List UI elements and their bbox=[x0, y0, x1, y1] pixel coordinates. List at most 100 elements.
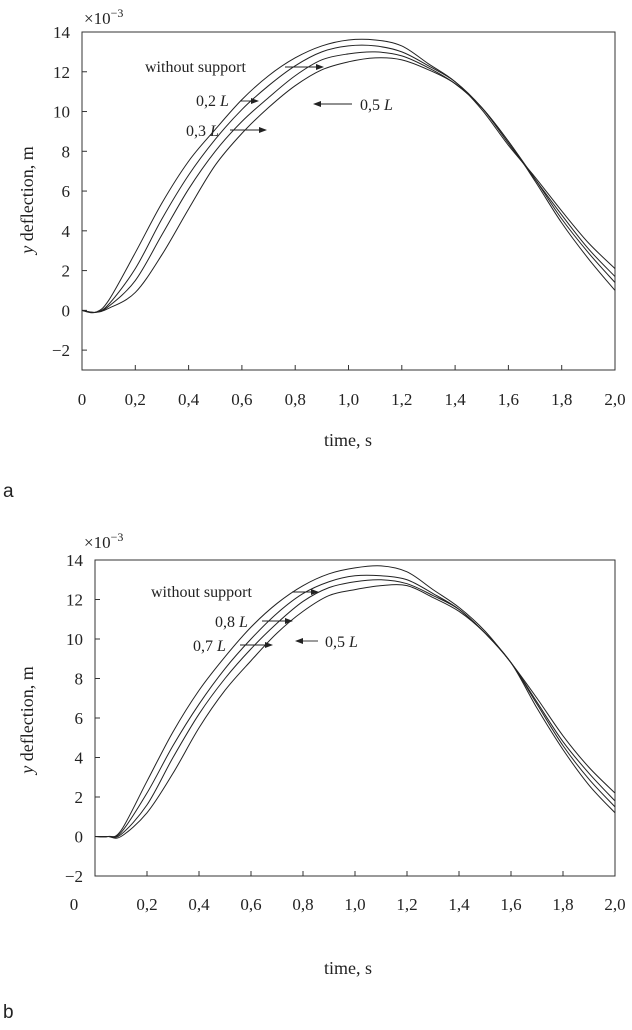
y-axis-label-b: y deflection, m bbox=[17, 666, 37, 775]
annotation-02L-a: 0,2 L bbox=[196, 93, 259, 110]
x-tick-label: 0,6 bbox=[231, 390, 252, 409]
x-ticks-b: 0 0,2 0,4 0,6 0,8 1,0 1,2 1,4 1,6 1,8 2,0 bbox=[70, 871, 626, 914]
x-tick-label: 1,4 bbox=[448, 895, 470, 914]
y-tick-label: 2 bbox=[62, 262, 71, 281]
panel-label-a: a bbox=[3, 481, 14, 502]
annotation-08L-b-num: 0,8 bbox=[215, 614, 239, 631]
y-tick-label: 12 bbox=[53, 63, 70, 82]
series-line-2 bbox=[94, 574, 616, 838]
curves-b bbox=[94, 565, 616, 839]
series-line-1 bbox=[81, 38, 616, 314]
x-tick-label: 0,4 bbox=[178, 390, 200, 409]
y-tick-label: −2 bbox=[52, 341, 70, 360]
y-multiplier-base-a: ×10 bbox=[84, 9, 111, 28]
arrowhead-08L-b bbox=[285, 618, 293, 624]
series-line-3 bbox=[81, 51, 616, 313]
y-tick-label: 6 bbox=[75, 709, 84, 728]
x-axis-label-a: time, s bbox=[324, 430, 372, 450]
annotation-07L-b-L: L bbox=[216, 638, 226, 655]
annotation-05L-b-num: 0,5 bbox=[325, 634, 349, 651]
x-tick-label: 0,4 bbox=[188, 895, 210, 914]
annotation-08L-b-L: L bbox=[238, 614, 248, 631]
annotation-02L-a-L: L bbox=[219, 93, 229, 110]
y-tick-label: 4 bbox=[62, 222, 71, 241]
annotation-02L-a-num: 0,2 bbox=[196, 93, 220, 110]
chart-panel-a: 0 0,2 0,4 0,6 0,8 1,0 1,2 1,4 1,6 1,8 2,0 −2 0 2 4 6 8 1… bbox=[3, 6, 626, 502]
y-tick-label: 14 bbox=[53, 23, 71, 42]
x-tick-label: 0,6 bbox=[240, 895, 261, 914]
annotation-05L-a-num: 0,5 bbox=[360, 97, 384, 114]
annotation-05L-a-L: L bbox=[383, 97, 393, 114]
annotation-text-05L-a: 0,5 L bbox=[360, 97, 393, 114]
arrowhead-05L-b bbox=[295, 638, 303, 644]
series-line-4 bbox=[81, 57, 616, 313]
arrowhead-without-support-b bbox=[311, 589, 319, 595]
arrowhead-02L-a bbox=[251, 98, 259, 104]
y-tick-label: 10 bbox=[66, 630, 83, 649]
y-multiplier-exp-b: −3 bbox=[111, 530, 124, 544]
y-tick-label: 0 bbox=[62, 301, 71, 320]
x-tick-label: 0,2 bbox=[125, 390, 146, 409]
y-multiplier-base-b: ×10 bbox=[84, 533, 111, 552]
annotation-07L-b: 0,7 L bbox=[193, 638, 273, 655]
x-tick-label: 1,0 bbox=[338, 390, 359, 409]
x-tick-label: 1,8 bbox=[552, 895, 573, 914]
annotation-03L-a-L: L bbox=[209, 123, 219, 140]
annotation-text-07L-b: 0,7 L bbox=[193, 638, 226, 655]
panel-label-b: b bbox=[3, 1002, 14, 1023]
y-tick-label: −2 bbox=[65, 867, 83, 886]
y-ticks-b: −2 0 2 4 6 8 10 12 14 bbox=[65, 551, 100, 886]
y-multiplier-exp-a: −3 bbox=[111, 6, 124, 20]
y-tick-label: 14 bbox=[66, 551, 84, 570]
y-tick-label: 0 bbox=[75, 828, 84, 847]
x-tick-label: 0 bbox=[78, 390, 87, 409]
x-tick-label: 1,4 bbox=[444, 390, 466, 409]
x-tick-label: 1,2 bbox=[396, 895, 417, 914]
annotation-text-without-support-a: without support bbox=[145, 59, 246, 76]
x-tick-label: 2,0 bbox=[604, 390, 625, 409]
y-ticks-a: −2 0 2 4 6 8 10 12 14 bbox=[52, 23, 87, 360]
y-tick-label: 10 bbox=[53, 103, 70, 122]
x-tick-label: 2,0 bbox=[604, 895, 625, 914]
x-tick-label: 0,8 bbox=[292, 895, 313, 914]
x-tick-label: 1,2 bbox=[391, 390, 412, 409]
x-ticks-a: 0 0,2 0,4 0,6 0,8 1,0 1,2 1,4 1,6 1,8 2,0 bbox=[78, 365, 626, 409]
annotation-07L-b-num: 0,7 bbox=[193, 638, 217, 655]
annotation-03L-a-num: 0,3 bbox=[186, 123, 210, 140]
curves-a bbox=[81, 38, 616, 314]
annotation-without-support-b: without support bbox=[151, 584, 319, 601]
y-tick-label: 6 bbox=[62, 182, 71, 201]
x-tick-label: 1,8 bbox=[551, 390, 572, 409]
annotation-text-05L-b: 0,5 L bbox=[325, 634, 358, 651]
annotation-08L-b: 0,8 L bbox=[215, 614, 293, 631]
x-tick-label: 0,8 bbox=[285, 390, 306, 409]
x-tick-label: 0 bbox=[70, 895, 79, 914]
annotation-text-03L-a: 0,3 L bbox=[186, 123, 219, 140]
y-multiplier-a: ×10−3 bbox=[84, 6, 123, 28]
series-line-3 bbox=[94, 579, 616, 838]
y-axis-label-a: y deflection, m bbox=[17, 146, 37, 255]
annotation-without-support-a: without support bbox=[145, 59, 324, 76]
y-tick-label: 2 bbox=[75, 788, 84, 807]
annotation-03L-a: 0,3 L bbox=[186, 123, 267, 140]
annotation-text-without-support-b: without support bbox=[151, 584, 252, 601]
annotation-05L-b: 0,5 L bbox=[295, 634, 358, 651]
arrowhead-03L-a bbox=[259, 127, 267, 133]
x-tick-label: 1,0 bbox=[344, 895, 365, 914]
annotation-text-08L-b: 0,8 L bbox=[215, 614, 248, 631]
y-tick-label: 8 bbox=[75, 670, 84, 689]
series-line-4 bbox=[95, 584, 616, 839]
y-tick-label: 4 bbox=[75, 749, 84, 768]
y-tick-label: 8 bbox=[62, 142, 71, 161]
annotation-text-02L-a: 0,2 L bbox=[196, 93, 229, 110]
chart-panel-b: 0 0,2 0,4 0,6 0,8 1,0 1,2 1,4 1,6 1,8 2,0 −2 0 2 4 6 8 1… bbox=[3, 530, 626, 1023]
annotation-05L-a: 0,5 L bbox=[313, 97, 393, 114]
x-axis-label-b: time, s bbox=[324, 958, 372, 978]
arrowhead-without-support-a bbox=[316, 64, 324, 70]
plot-frame-b bbox=[94, 559, 616, 877]
y-tick-label: 12 bbox=[66, 591, 83, 610]
x-tick-label: 1,6 bbox=[498, 390, 519, 409]
annotation-05L-b-L: L bbox=[348, 634, 358, 651]
plot-frame-a bbox=[81, 31, 616, 371]
